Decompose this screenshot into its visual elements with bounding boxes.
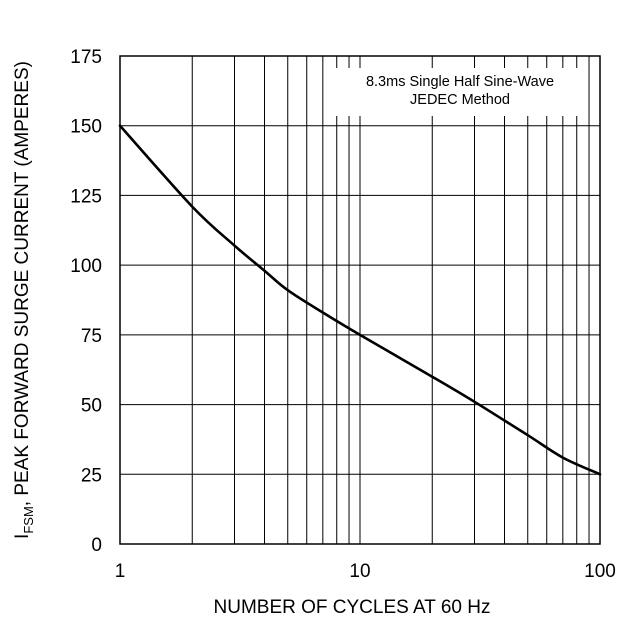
annotation-background [332, 68, 588, 116]
series-line [118, 124, 602, 476]
y-tick-label: 100 [70, 256, 102, 277]
y-axis-title-text: , PEAK FORWARD SURGE CURRENT (AMPERES) [12, 61, 33, 506]
annotation-line-2: JEDEC Method [410, 92, 510, 108]
y-axis-title-symbol: I [12, 534, 33, 539]
x-tick-label: 100 [584, 561, 616, 582]
x-axis-title: NUMBER OF CYCLES AT 60 Hz [214, 597, 491, 618]
series-group [118, 124, 602, 476]
y-tick-label: 25 [81, 465, 102, 486]
y-tick-label: 175 [70, 47, 102, 68]
y-tick-label: 150 [70, 117, 102, 138]
annotation-line-1: 8.3ms Single Half Sine-Wave [366, 74, 554, 90]
y-axis-title-subscript: FSM [21, 506, 36, 533]
y-axis-title: IFSM, PEAK FORWARD SURGE CURRENT (AMPERE… [12, 61, 36, 539]
y-tick-label: 50 [81, 396, 102, 417]
tick-labels: 0 25 50 75 100 125 150 175 1 10 100 [70, 47, 616, 582]
y-tick-label: 125 [70, 186, 102, 207]
x-tick-label: 10 [349, 561, 370, 582]
plot-frame [119, 55, 601, 545]
y-tick-label: 75 [81, 326, 102, 347]
y-tick-label: 0 [91, 535, 102, 556]
x-tick-label: 1 [115, 561, 126, 582]
grid-lines [119, 55, 601, 545]
